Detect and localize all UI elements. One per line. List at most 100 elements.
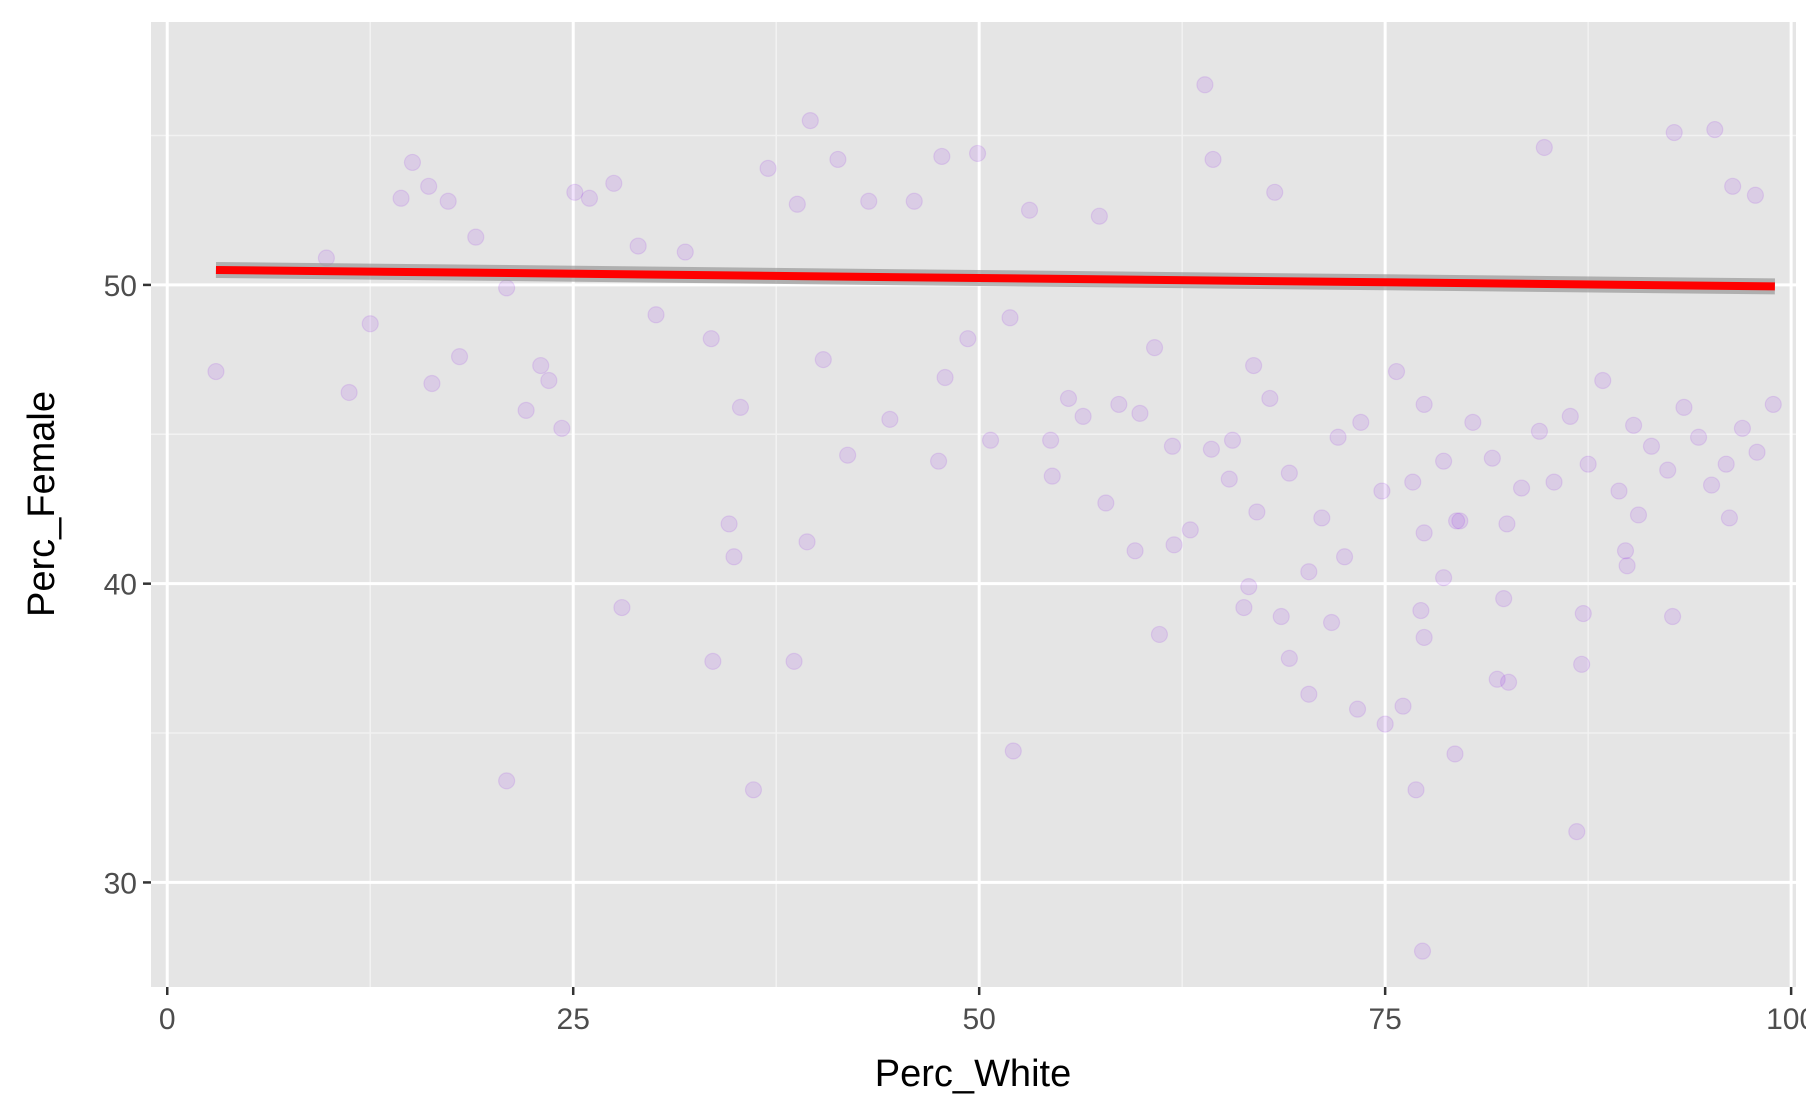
data-point <box>676 243 694 261</box>
grid-layer <box>151 22 1796 987</box>
data-point <box>1313 509 1331 527</box>
data-point <box>1665 123 1683 142</box>
data-point <box>801 111 819 130</box>
data-point <box>1483 449 1501 467</box>
x-tick-label: 0 <box>159 1003 176 1036</box>
data-point <box>613 598 631 617</box>
data-point <box>1220 470 1238 488</box>
data-point <box>1413 942 1432 960</box>
data-point <box>1074 407 1092 425</box>
y-tick-label: 50 <box>104 270 137 303</box>
y-axis-title: Perc_Female <box>21 391 63 617</box>
data-point <box>968 144 987 163</box>
data-point <box>605 174 623 192</box>
data-point <box>829 150 847 169</box>
data-point <box>1625 416 1643 434</box>
x-tick-label: 50 <box>962 1003 995 1036</box>
data-point <box>1322 613 1341 632</box>
data-point <box>1642 437 1661 455</box>
data-point <box>1618 557 1636 575</box>
data-point <box>981 431 1000 449</box>
points-layer <box>207 76 1782 960</box>
data-point <box>1300 685 1318 703</box>
data-point <box>532 356 550 375</box>
data-point <box>392 189 410 207</box>
data-point <box>905 192 923 210</box>
data-point <box>881 410 899 428</box>
data-point <box>540 371 558 390</box>
data-point <box>1245 356 1263 375</box>
data-point <box>744 781 763 799</box>
data-point <box>759 159 777 177</box>
data-point <box>1764 395 1782 414</box>
data-point <box>629 237 647 255</box>
data-point <box>1499 673 1518 691</box>
data-point <box>423 374 441 393</box>
data-point <box>1097 494 1115 512</box>
data-point <box>1659 461 1677 479</box>
data-point <box>1545 473 1563 491</box>
data-point <box>1387 362 1406 381</box>
data-point <box>467 228 485 246</box>
data-point <box>1335 548 1354 566</box>
data-point <box>1702 476 1721 494</box>
data-point <box>361 315 379 333</box>
data-point <box>933 147 951 166</box>
data-point <box>1446 745 1464 763</box>
data-point <box>1394 697 1412 715</box>
data-point <box>1196 76 1214 94</box>
data-point <box>1020 201 1039 219</box>
data-point <box>420 177 438 195</box>
data-point <box>788 195 806 213</box>
data-point <box>1663 607 1682 626</box>
data-point <box>1280 464 1298 482</box>
data-point <box>1329 428 1347 446</box>
data-point <box>1376 715 1394 733</box>
axes-layer: 0 25 50 75 100 30 40 50 <box>104 270 1806 1036</box>
data-point <box>1451 512 1469 530</box>
data-point <box>553 419 571 437</box>
data-point <box>1248 503 1266 521</box>
data-point <box>450 348 469 366</box>
data-point <box>1204 150 1222 169</box>
data-point <box>1706 120 1724 139</box>
data-point <box>647 306 665 324</box>
data-point <box>1280 649 1298 667</box>
data-point <box>1530 422 1549 440</box>
data-point <box>1610 482 1628 500</box>
data-point <box>1675 398 1693 417</box>
data-point <box>1464 413 1482 431</box>
data-point <box>1404 473 1422 491</box>
data-point <box>1629 506 1648 524</box>
data-point <box>1748 443 1766 461</box>
x-tick-label: 25 <box>557 1003 590 1036</box>
data-point <box>702 330 720 348</box>
data-point <box>1561 407 1579 425</box>
data-point <box>704 652 722 670</box>
data-point <box>1448 512 1466 530</box>
data-point <box>1435 569 1453 587</box>
data-point <box>1223 431 1242 449</box>
data-point <box>1240 578 1258 596</box>
data-point <box>929 452 948 470</box>
data-point <box>1689 428 1708 446</box>
data-point <box>1266 183 1284 201</box>
data-point <box>1435 452 1453 470</box>
trend-layer <box>215 261 1775 295</box>
data-point <box>1126 542 1144 560</box>
data-point <box>785 652 803 670</box>
data-point <box>1042 431 1060 449</box>
data-point <box>1498 515 1516 533</box>
data-point <box>1616 542 1635 560</box>
data-point <box>1150 625 1169 644</box>
data-point <box>1746 186 1765 204</box>
data-point <box>1348 700 1367 718</box>
data-point <box>517 401 535 419</box>
data-point <box>1415 524 1433 542</box>
data-point <box>566 183 584 201</box>
trend-line <box>215 265 1775 291</box>
data-point <box>1579 455 1597 473</box>
data-point <box>403 153 422 172</box>
data-point <box>1090 207 1108 225</box>
